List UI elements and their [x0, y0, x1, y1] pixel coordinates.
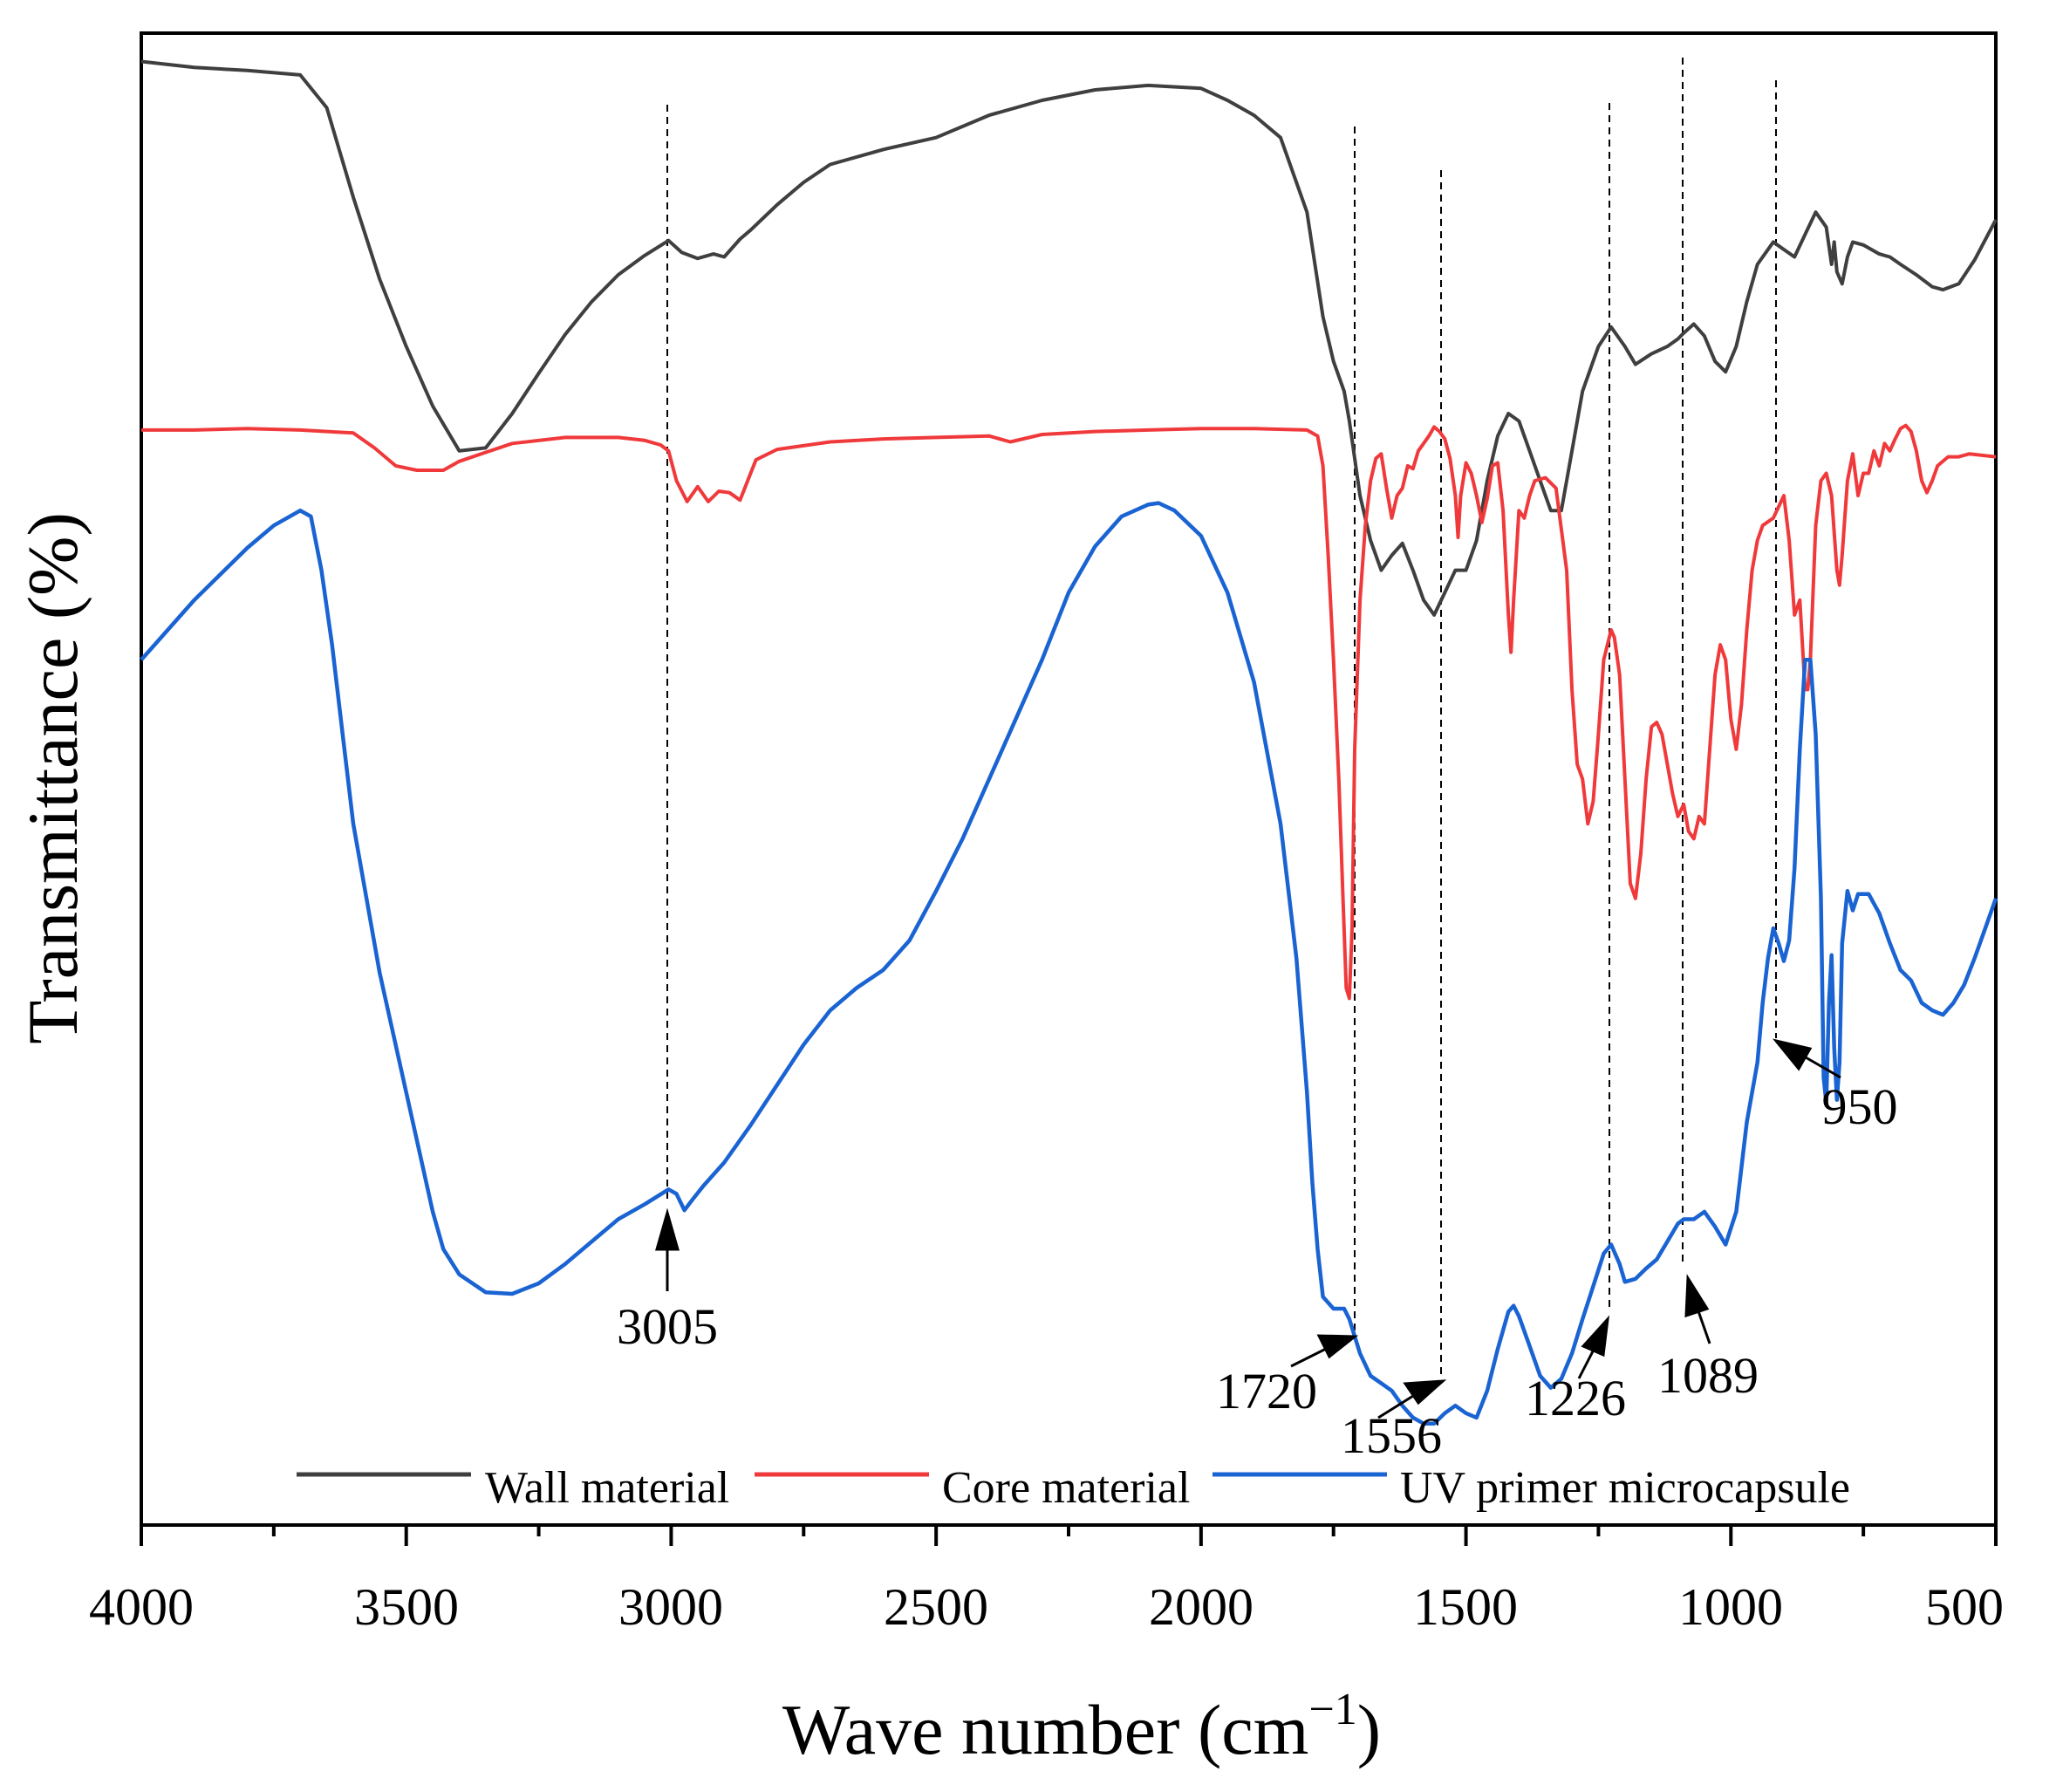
x-tick-label-2000: 2000: [1149, 1578, 1254, 1636]
x-axis-title-superscript: −1: [1308, 1685, 1356, 1734]
legend-label-wall-material: Wall material: [485, 1463, 729, 1513]
annotation-arrows: [655, 1038, 1841, 1419]
arrow-1226: [1577, 1315, 1610, 1379]
x-tick-label-2500: 2500: [884, 1578, 988, 1636]
x-tick-label-500: 500: [1925, 1578, 2004, 1636]
x-axis-title-close: ): [1357, 1690, 1381, 1769]
legend-label-uv-primer-microcapsule: UV primer microcapsule: [1400, 1463, 1850, 1513]
arrow-1720: [1290, 1334, 1359, 1368]
annotation-label-1556: 1556: [1341, 1407, 1442, 1464]
legend: Wall material Core material UV primer mi…: [297, 1463, 1850, 1513]
arrow-1556: [1377, 1379, 1447, 1419]
arrow-1089: [1684, 1274, 1711, 1344]
x-tick-label-1500: 1500: [1413, 1578, 1518, 1636]
x-tick-label-3000: 3000: [618, 1578, 723, 1636]
arrow-3005: [655, 1207, 680, 1291]
annotation-label-3005: 3005: [617, 1298, 718, 1355]
annotation-label-950: 950: [1822, 1078, 1898, 1135]
reference-lines: [666, 58, 1777, 1378]
y-axis-title: Transmittance (%): [13, 512, 92, 1044]
annotation-label-1089: 1089: [1657, 1347, 1759, 1404]
x-axis-tick-labels: 4000 3500 3000 2500 2000 1500 1000 500: [89, 1578, 2004, 1636]
x-axis-ticks: [140, 1525, 1998, 1546]
plot-frame: [140, 31, 1998, 1527]
arrow-950: [1773, 1038, 1841, 1079]
annotation-label-1226: 1226: [1525, 1370, 1626, 1426]
series-line-wall-material: [140, 59, 1998, 617]
legend-label-core-material: Core material: [942, 1463, 1190, 1513]
series-line-core-material: [141, 423, 1997, 1001]
annotation-label-1720: 1720: [1216, 1363, 1317, 1419]
series-line-uv-primer-microcapsule: [140, 501, 1998, 1426]
x-tick-label-1000: 1000: [1678, 1578, 1783, 1636]
x-tick-label-3500: 3500: [354, 1578, 459, 1636]
x-tick-label-4000: 4000: [89, 1578, 194, 1636]
x-axis-title-main: Wave number (cm: [782, 1690, 1309, 1769]
x-axis-title: Wave number (cm−1): [782, 1685, 1381, 1769]
